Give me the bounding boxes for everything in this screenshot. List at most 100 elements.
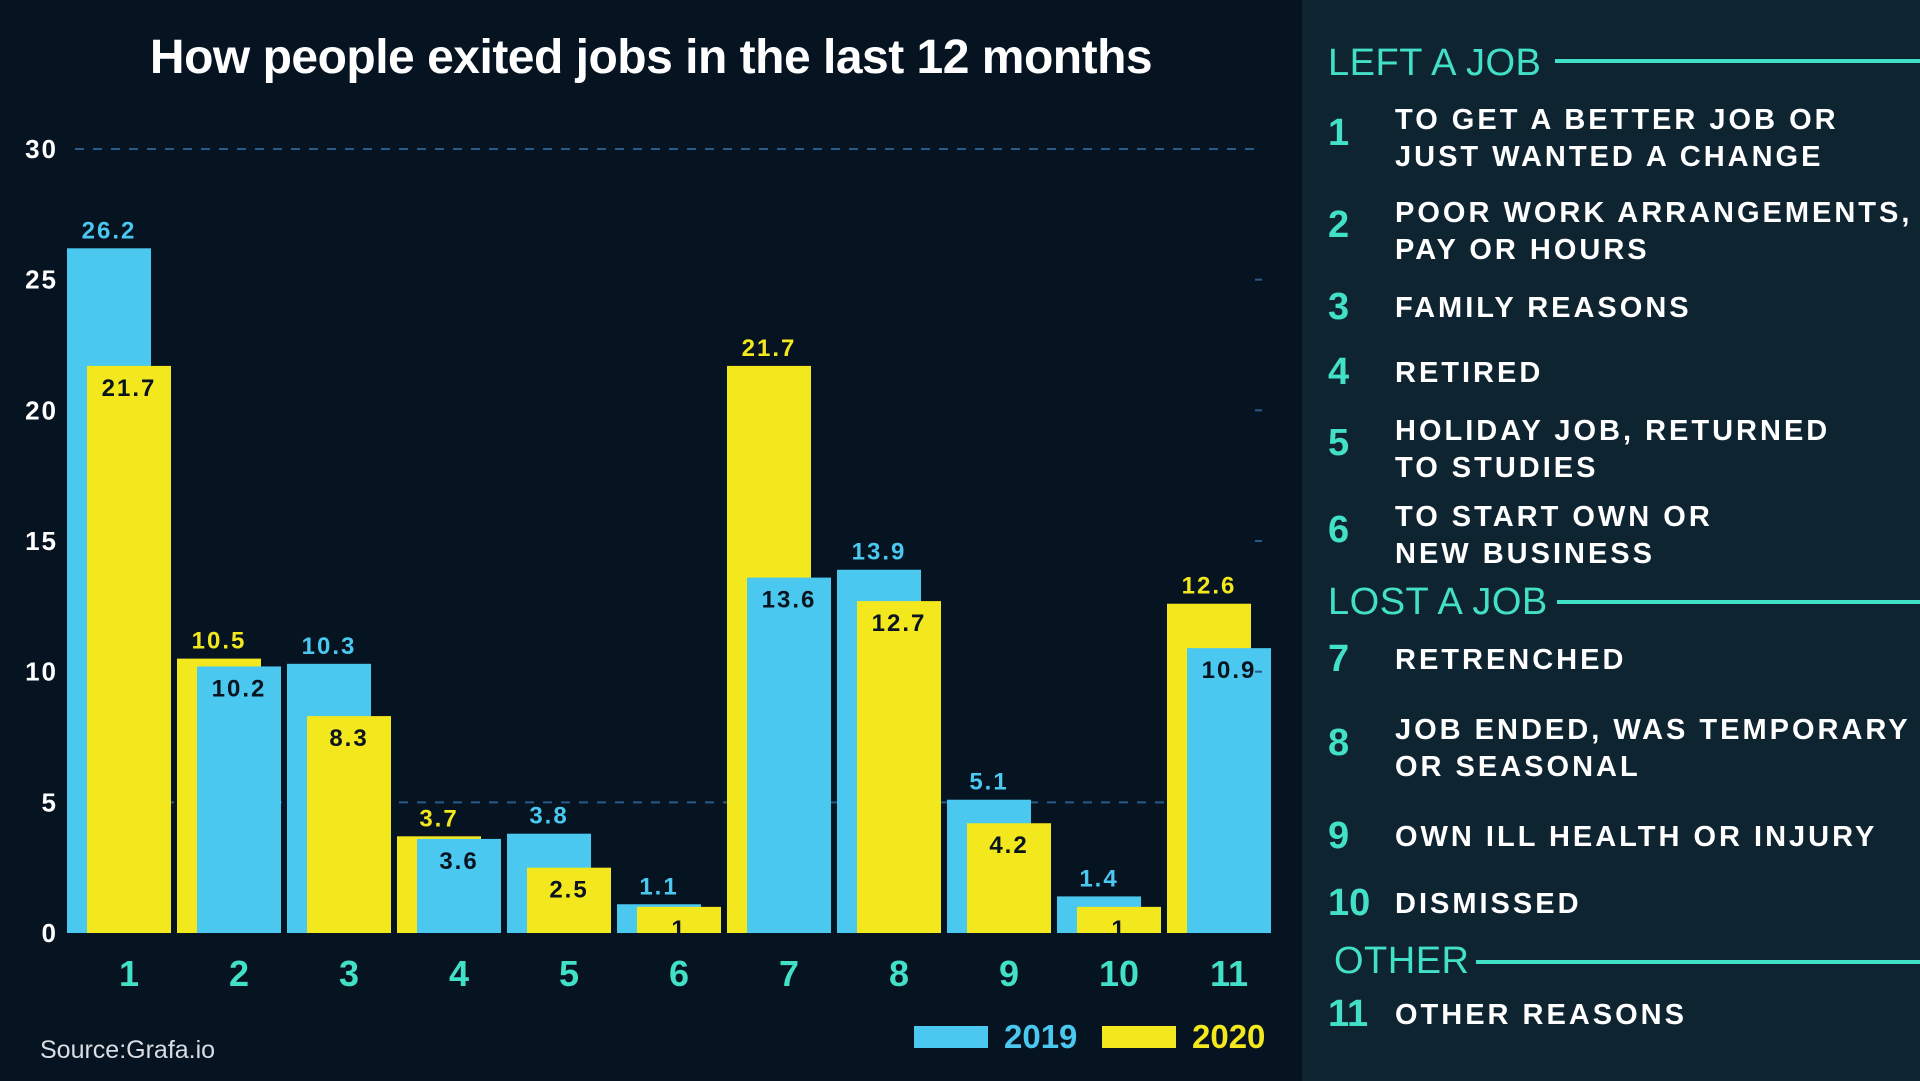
- reason-line: JUST WANTED A CHANGE: [1395, 141, 1824, 173]
- reason-line: OWN ILL HEALTH OR INJURY: [1395, 821, 1878, 853]
- x-tick-label: 10: [1099, 953, 1139, 994]
- data-label-2020: 4.2: [989, 832, 1028, 859]
- reason-number: 1: [1328, 112, 1350, 154]
- source-note: Source:Grafa.io: [40, 1036, 216, 1064]
- y-tick-label: 20: [25, 395, 58, 425]
- reason-line: RETIRED: [1395, 357, 1544, 389]
- reason-label: HOLIDAY JOB, RETURNED TO STUDIES: [1395, 413, 1915, 487]
- bar-2020: [857, 601, 941, 933]
- bar-2020: [527, 867, 611, 933]
- reason-line: TO STUDIES: [1395, 452, 1599, 484]
- bar-2020: [967, 823, 1051, 933]
- section-heading-left-a-job: LEFT A JOB: [1328, 42, 1542, 84]
- data-label-2019: 13.9: [852, 539, 907, 566]
- reason-number: 10: [1328, 882, 1371, 924]
- section-divider: [1557, 600, 1920, 604]
- reason-line: TO GET A BETTER JOB OR: [1395, 104, 1839, 136]
- y-tick-label: 25: [25, 265, 58, 295]
- data-label-2019: 10.3: [302, 633, 357, 660]
- reason-label: DISMISSED: [1395, 886, 1915, 923]
- data-label-2020: 21.7: [102, 375, 157, 402]
- reason-label: FAMILY REASONS: [1395, 290, 1915, 327]
- reason-line: DISMISSED: [1395, 888, 1582, 920]
- section-divider: [1555, 59, 1920, 63]
- data-label-2020: 1: [671, 916, 686, 943]
- data-label-2019: 1.1: [639, 873, 678, 900]
- data-label-2019: 1.4: [1079, 865, 1118, 892]
- x-tick-label: 5: [559, 953, 579, 994]
- data-label-2020: 12.6: [1182, 573, 1237, 600]
- reason-line: NEW BUSINESS: [1395, 538, 1655, 570]
- section-heading-other: OTHER: [1334, 940, 1470, 982]
- data-label-2019: 10.2: [212, 675, 267, 702]
- reason-label: RETIRED: [1395, 355, 1915, 392]
- legend-swatch-2019: [914, 1026, 988, 1048]
- data-label-2020: 3.7: [419, 805, 458, 832]
- reason-number: 7: [1328, 638, 1350, 680]
- reason-number: 11: [1328, 993, 1369, 1035]
- legend-label-2020: 2020: [1192, 1018, 1266, 1055]
- reason-number: 2: [1328, 204, 1350, 246]
- data-label-2019: 3.8: [529, 803, 568, 830]
- data-label-2019: 10.9: [1202, 657, 1257, 684]
- x-tick-label: 7: [779, 953, 799, 994]
- reasons-panel: [1302, 0, 1920, 1081]
- bar-2020: [307, 716, 391, 933]
- reason-label: TO GET A BETTER JOB OR JUST WANTED A CHA…: [1395, 102, 1915, 176]
- data-label-2020: 2.5: [549, 877, 588, 904]
- bar-2019: [747, 577, 831, 933]
- chart-area: How people exited jobs in the last 12 mo…: [25, 31, 1271, 1064]
- legend-label-2019: 2019: [1004, 1018, 1078, 1055]
- bar-2019: [197, 666, 281, 933]
- bar-2020: [637, 906, 721, 933]
- data-label-2020: 21.7: [742, 335, 797, 362]
- reason-label: RETRENCHED: [1395, 642, 1915, 679]
- reason-number: 3: [1328, 286, 1350, 328]
- bar-2020: [87, 365, 171, 933]
- x-tick-label: 8: [889, 953, 909, 994]
- y-tick-label: 10: [25, 657, 58, 687]
- reason-label: OWN ILL HEALTH OR INJURY: [1395, 819, 1915, 856]
- reason-line: POOR WORK ARRANGEMENTS,: [1395, 197, 1913, 229]
- reason-line: JOB ENDED, WAS TEMPORARY: [1395, 714, 1911, 746]
- data-label-2020: 8.3: [329, 725, 368, 752]
- reason-line: TO START OWN OR: [1395, 501, 1713, 533]
- reason-line: PAY OR HOURS: [1395, 234, 1650, 266]
- reason-line: OR SEASONAL: [1395, 751, 1641, 783]
- reason-line: HOLIDAY JOB, RETURNED: [1395, 415, 1831, 447]
- x-tick-label: 1: [119, 953, 139, 994]
- reason-label: POOR WORK ARRANGEMENTS, PAY OR HOURS: [1395, 195, 1915, 269]
- bar-2020: [1077, 906, 1161, 933]
- data-label-2019: 13.6: [762, 587, 817, 614]
- y-tick-label: 5: [42, 787, 58, 817]
- y-tick-label: 0: [42, 918, 58, 948]
- x-tick-label: 4: [449, 953, 469, 994]
- section-divider: [1476, 960, 1920, 964]
- data-label-2019: 3.6: [439, 848, 478, 875]
- reason-number: 5: [1328, 422, 1350, 464]
- x-tick-label: 11: [1210, 953, 1248, 994]
- y-tick-label: 30: [25, 134, 58, 164]
- x-tick-label: 9: [999, 953, 1019, 994]
- y-tick-label: 15: [25, 526, 58, 556]
- x-tick-label: 6: [669, 953, 689, 994]
- data-label-2020: 1: [1111, 916, 1126, 943]
- reason-line: FAMILY REASONS: [1395, 292, 1692, 324]
- reason-number: 9: [1328, 815, 1350, 857]
- data-label-2020: 10.5: [192, 628, 247, 655]
- x-tick-label: 2: [229, 953, 249, 994]
- data-label-2020: 12.7: [872, 610, 927, 637]
- reason-number: 6: [1328, 509, 1350, 551]
- chart-title: How people exited jobs in the last 12 mo…: [149, 31, 1153, 84]
- bar-chart: 05101520253026.221.7110.510.2210.38.333.…: [25, 134, 1271, 994]
- section-heading-lost-a-job: LOST A JOB: [1328, 581, 1548, 623]
- legend-swatch-2020: [1102, 1026, 1176, 1048]
- reason-line: OTHER REASONS: [1395, 999, 1687, 1031]
- bar-2019: [1187, 648, 1271, 933]
- reason-number: 4: [1328, 351, 1350, 393]
- reason-line: RETRENCHED: [1395, 644, 1627, 676]
- reason-label: JOB ENDED, WAS TEMPORARY OR SEASONAL: [1395, 712, 1915, 786]
- data-label-2019: 5.1: [969, 769, 1008, 796]
- reason-label: TO START OWN OR NEW BUSINESS: [1395, 499, 1915, 573]
